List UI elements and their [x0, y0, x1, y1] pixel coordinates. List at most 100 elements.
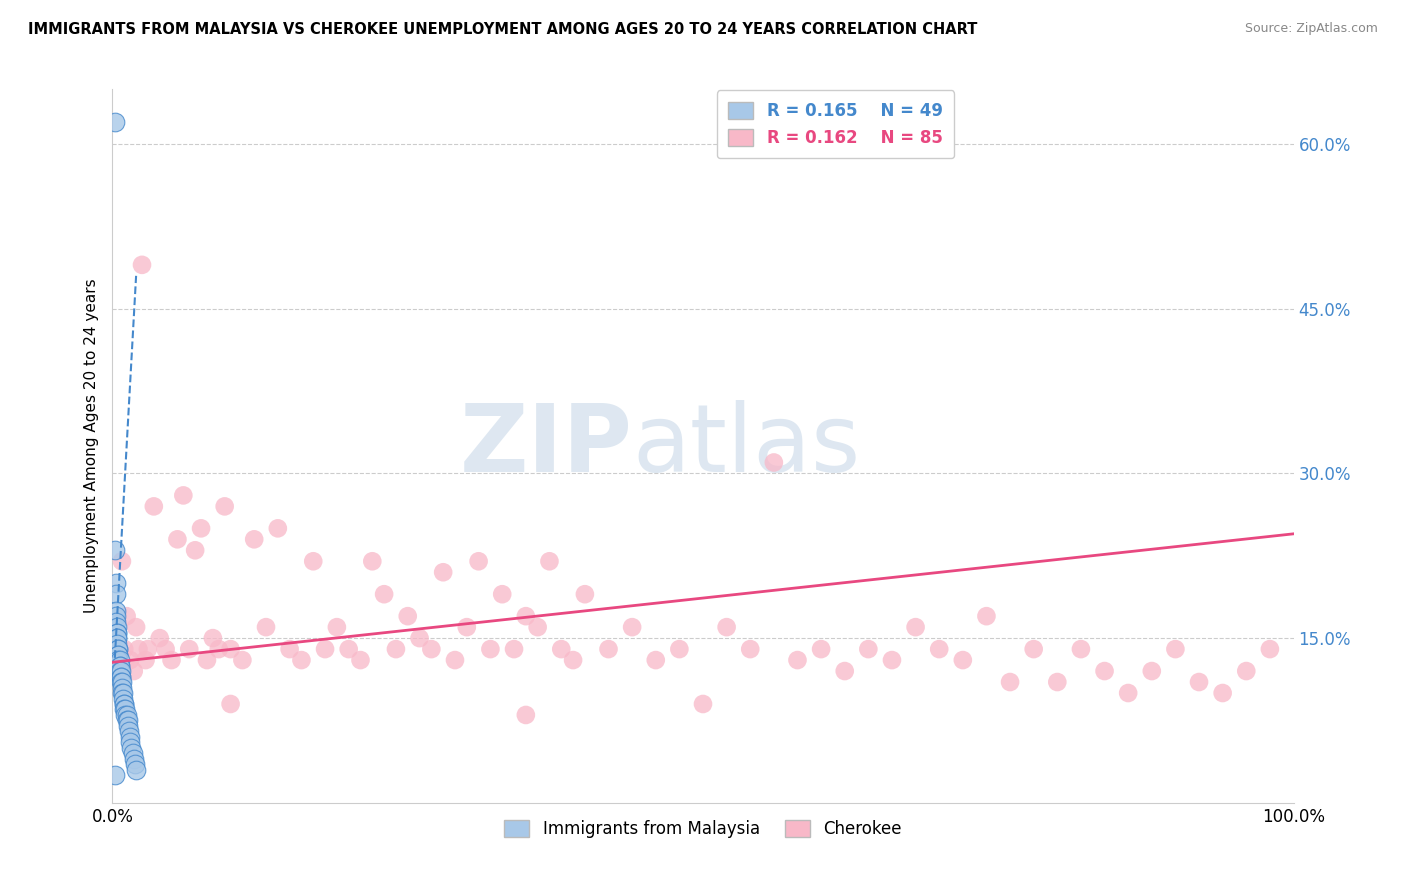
- Point: [302, 554, 325, 568]
- Point: [337, 642, 360, 657]
- Point: [120, 653, 142, 667]
- Point: [574, 587, 596, 601]
- Point: [105, 625, 128, 640]
- Point: [112, 691, 135, 706]
- Point: [120, 730, 142, 744]
- Point: [231, 653, 253, 667]
- Point: [105, 609, 128, 624]
- Point: [110, 675, 132, 690]
- Point: [114, 708, 136, 723]
- Point: [166, 533, 188, 547]
- Point: [928, 642, 950, 657]
- Point: [515, 609, 537, 624]
- Point: [125, 620, 148, 634]
- Point: [621, 620, 644, 634]
- Point: [120, 735, 142, 749]
- Point: [155, 642, 177, 657]
- Point: [420, 642, 443, 657]
- Point: [1116, 686, 1139, 700]
- Point: [124, 757, 146, 772]
- Point: [1094, 664, 1116, 678]
- Point: [172, 488, 194, 502]
- Point: [456, 620, 478, 634]
- Point: [1046, 675, 1069, 690]
- Point: [526, 620, 548, 634]
- Point: [219, 642, 242, 657]
- Point: [976, 609, 998, 624]
- Point: [121, 747, 143, 761]
- Point: [107, 642, 129, 657]
- Point: [112, 697, 135, 711]
- Point: [904, 620, 927, 634]
- Point: [107, 642, 129, 657]
- Point: [110, 669, 132, 683]
- Point: [195, 653, 218, 667]
- Point: [125, 763, 148, 777]
- Point: [1070, 642, 1092, 657]
- Point: [111, 675, 134, 690]
- Point: [349, 653, 371, 667]
- Point: [122, 664, 145, 678]
- Y-axis label: Unemployment Among Ages 20 to 24 years: Unemployment Among Ages 20 to 24 years: [83, 278, 98, 614]
- Point: [107, 648, 129, 662]
- Point: [361, 554, 384, 568]
- Point: [201, 631, 224, 645]
- Point: [105, 625, 128, 640]
- Point: [810, 642, 832, 657]
- Point: [644, 653, 666, 667]
- Point: [1164, 642, 1187, 657]
- Point: [834, 664, 856, 678]
- Text: Source: ZipAtlas.com: Source: ZipAtlas.com: [1244, 22, 1378, 36]
- Point: [408, 631, 430, 645]
- Point: [115, 714, 138, 728]
- Point: [105, 615, 128, 629]
- Point: [998, 675, 1021, 690]
- Point: [858, 642, 880, 657]
- Point: [208, 642, 231, 657]
- Point: [1140, 664, 1163, 678]
- Point: [108, 658, 131, 673]
- Point: [538, 554, 561, 568]
- Point: [550, 642, 572, 657]
- Point: [716, 620, 738, 634]
- Point: [598, 642, 620, 657]
- Point: [135, 653, 157, 667]
- Point: [278, 642, 301, 657]
- Point: [112, 697, 135, 711]
- Point: [112, 642, 135, 657]
- Point: [127, 642, 149, 657]
- Point: [1234, 664, 1257, 678]
- Point: [432, 566, 454, 580]
- Point: [692, 697, 714, 711]
- Point: [396, 609, 419, 624]
- Point: [179, 642, 201, 657]
- Point: [1258, 642, 1281, 657]
- Point: [290, 653, 312, 667]
- Point: [444, 653, 467, 667]
- Point: [108, 658, 131, 673]
- Point: [243, 533, 266, 547]
- Point: [105, 631, 128, 645]
- Point: [1022, 642, 1045, 657]
- Point: [479, 642, 502, 657]
- Point: [142, 500, 165, 514]
- Point: [105, 637, 128, 651]
- Point: [373, 587, 395, 601]
- Point: [122, 752, 145, 766]
- Point: [1212, 686, 1234, 700]
- Point: [136, 642, 159, 657]
- Point: [110, 669, 132, 683]
- Point: [149, 631, 172, 645]
- Point: [219, 697, 242, 711]
- Point: [118, 724, 141, 739]
- Point: [107, 648, 129, 662]
- Point: [105, 604, 128, 618]
- Point: [254, 620, 277, 634]
- Point: [880, 653, 903, 667]
- Point: [786, 653, 808, 667]
- Point: [114, 702, 136, 716]
- Point: [110, 664, 132, 678]
- Point: [105, 631, 128, 645]
- Point: [107, 653, 129, 667]
- Point: [117, 714, 139, 728]
